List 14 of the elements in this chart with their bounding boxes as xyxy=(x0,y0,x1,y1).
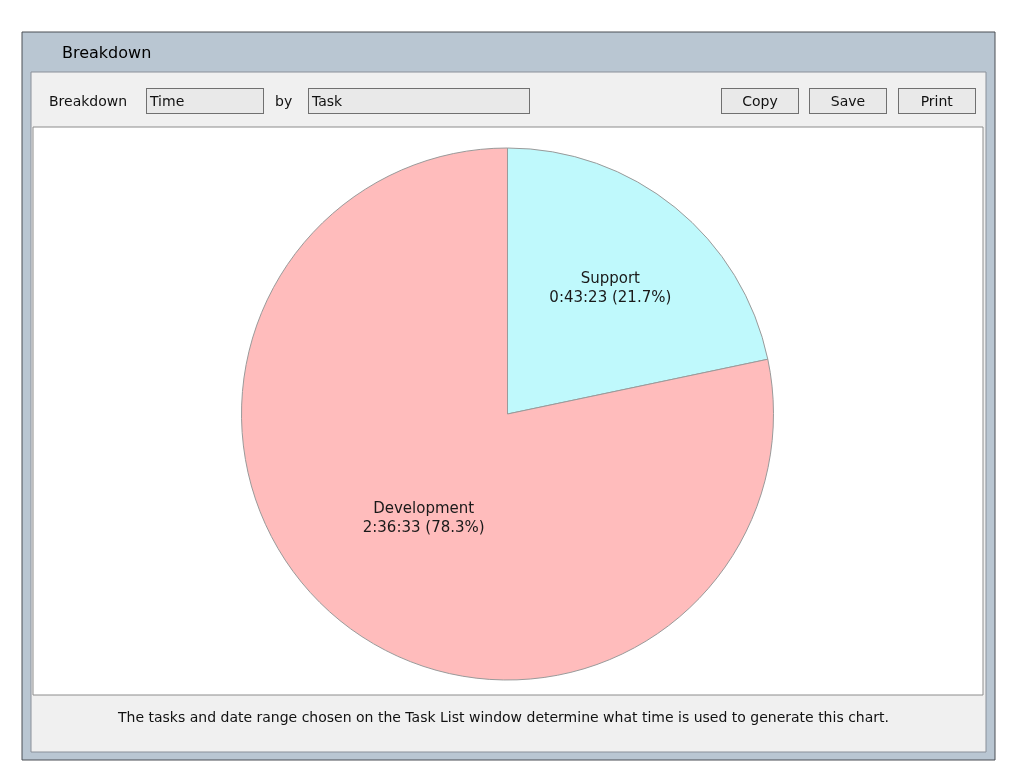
text: The tasks and date range chosen on the Task List window determine what time is used to generate this chart. xyxy=(117,709,889,725)
text: Save xyxy=(830,93,866,109)
data-label: 0:43:23 (21.7%) xyxy=(549,288,672,307)
data-label: 2:36:33 (78.3%) xyxy=(362,518,485,537)
text: Time xyxy=(149,93,185,109)
text: Copy xyxy=(742,93,778,109)
text: Breakdown xyxy=(49,93,128,109)
text: Print xyxy=(920,93,954,109)
text: Breakdown xyxy=(62,42,152,62)
slice-label: Development xyxy=(373,498,475,517)
pie-slice xyxy=(241,147,774,681)
slice-label: Support xyxy=(580,268,641,287)
text: by xyxy=(275,93,293,109)
text: Task xyxy=(311,93,344,109)
